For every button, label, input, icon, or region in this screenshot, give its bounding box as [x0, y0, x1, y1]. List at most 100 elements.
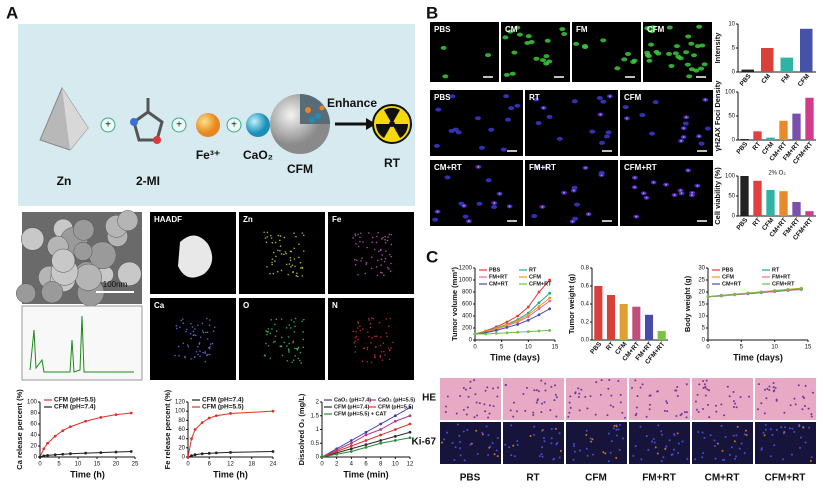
cell [589, 129, 596, 134]
eds-dot [182, 322, 185, 325]
eds-dot [297, 275, 299, 278]
eds-dot [377, 231, 379, 234]
eds-dot [199, 355, 201, 358]
eds-dot [267, 344, 270, 347]
point [42, 454, 46, 458]
eds-dot [298, 243, 300, 245]
x-tick-label: CM [760, 73, 772, 85]
y-tick-label: 100 [175, 409, 186, 415]
nucleus [647, 448, 650, 451]
eds-dot [174, 354, 176, 357]
nucleus [764, 423, 767, 426]
x-tick-label: PBS [589, 340, 603, 355]
y-tick-label: 120 [175, 400, 186, 406]
nucleus [540, 379, 543, 382]
eds-dot [374, 335, 376, 337]
eds-dot [354, 258, 356, 261]
nucleus [485, 425, 488, 428]
schematic-label: Enhance [327, 96, 377, 110]
nucleus [568, 411, 571, 414]
nucleus [462, 408, 465, 411]
nucleus [504, 443, 507, 446]
point [733, 293, 737, 296]
eds-dot [193, 334, 195, 336]
eds-dot [379, 356, 382, 358]
nucleus [459, 447, 462, 450]
eds-dot [206, 338, 209, 340]
nucleus [488, 404, 491, 407]
eds-dot [370, 361, 373, 364]
nucleus [590, 440, 593, 443]
eds-dot [390, 233, 392, 236]
nucleus [696, 393, 699, 396]
nucleus [466, 406, 469, 409]
nucleus [609, 451, 612, 454]
x-tick-label: 2 [335, 462, 339, 468]
eds-dot [263, 231, 265, 234]
nucleus [619, 393, 622, 396]
eds-label: Fe [332, 215, 342, 224]
nucleus [532, 414, 535, 417]
bar [779, 191, 788, 216]
eds-dot [299, 359, 301, 362]
eds-dot [359, 236, 361, 239]
y-tick-label: 0 [732, 138, 736, 144]
nucleus [715, 404, 718, 407]
nucleus [573, 444, 576, 447]
nucleus [772, 386, 775, 389]
nucleus [783, 411, 786, 414]
nucleus [515, 410, 518, 413]
cell [668, 63, 675, 68]
point [537, 307, 541, 311]
point [61, 452, 65, 456]
cfm-particle [309, 117, 315, 123]
eds-dot [388, 358, 391, 361]
nucleus [459, 440, 462, 443]
image-label: FM+RT [529, 163, 556, 172]
nucleus [533, 434, 536, 437]
eds-dot [354, 233, 356, 235]
eds-dot [266, 231, 269, 234]
cell [556, 136, 563, 141]
y-tick-label: 80 [178, 418, 185, 424]
nucleus [707, 403, 710, 406]
cell [666, 25, 673, 30]
eds-dot [275, 330, 278, 332]
nucleus [674, 389, 677, 392]
cell [462, 214, 469, 219]
cell [533, 56, 540, 61]
y-axis-label: γH2AX Foci Density [713, 80, 722, 152]
nucleus [654, 446, 657, 449]
eds-dot [182, 318, 184, 320]
point [114, 450, 118, 454]
foci [541, 205, 544, 208]
point [84, 419, 87, 423]
sem-particle [117, 261, 142, 286]
eds-dot [361, 328, 364, 330]
eds-dot [208, 353, 211, 356]
eds-dot [295, 235, 297, 238]
eds-dot [192, 330, 195, 333]
eds-dot [277, 249, 279, 252]
bar [800, 28, 813, 72]
nucleus [553, 457, 556, 460]
bar [740, 139, 749, 140]
eds-dot [386, 335, 388, 338]
eds-dot [363, 347, 365, 349]
cell [683, 50, 690, 55]
nucleus [451, 442, 454, 445]
eds-dot [287, 273, 290, 276]
image-label: CFM [624, 93, 642, 102]
legend-label: RT [529, 267, 537, 273]
eds-label: Ca [154, 301, 165, 310]
eds-dot [379, 271, 382, 274]
eds-dot [288, 342, 291, 345]
nucleus [535, 389, 538, 392]
cell [622, 105, 629, 110]
eds-dot [375, 335, 378, 338]
foci [680, 192, 683, 195]
point [349, 439, 353, 442]
eds-dot [365, 261, 368, 264]
sem-particle [117, 210, 139, 232]
point [271, 450, 275, 453]
